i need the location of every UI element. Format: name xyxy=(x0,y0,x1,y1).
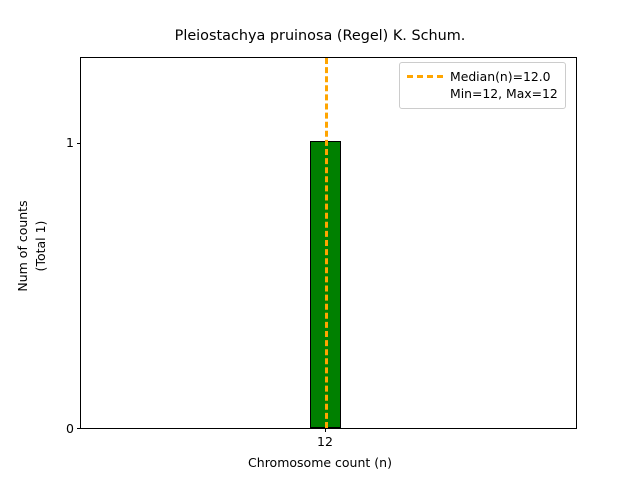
plot-area: Median(n)=12.0 Min=12, Max=12 xyxy=(77,57,577,432)
xtick-label-12: 12 xyxy=(317,434,333,449)
ytick-label-0: 0 xyxy=(66,421,74,436)
ytick-mark-1 xyxy=(77,143,81,144)
y-axis-label: Num of counts (Total 1) xyxy=(15,200,48,292)
legend-entry-label: Median(n)=12.0 Min=12, Max=12 xyxy=(450,69,558,101)
xtick-mark-12 xyxy=(325,428,326,432)
median-line xyxy=(325,58,328,428)
ytick-mark-0 xyxy=(77,428,81,429)
page-title: Pleiostachya pruinosa (Regel) K. Schum. xyxy=(174,28,466,44)
legend: Median(n)=12.0 Min=12, Max=12 xyxy=(399,62,566,109)
median-line-swatch-icon xyxy=(407,75,443,78)
x-axis-label: Chromosome count (n) xyxy=(248,455,392,470)
ytick-label-1: 1 xyxy=(66,135,74,150)
